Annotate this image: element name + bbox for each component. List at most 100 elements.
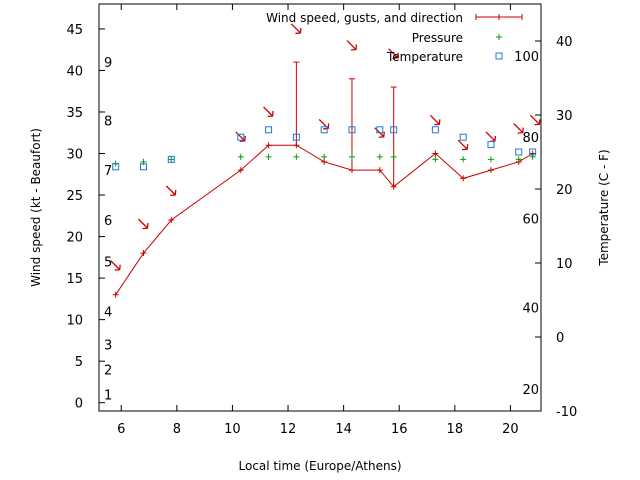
- fahrenheit-label: 80: [522, 131, 539, 146]
- fahrenheit-label: 40: [522, 301, 539, 316]
- legend-temperature-label: Temperature: [386, 50, 463, 64]
- legend-temperature-marker: [495, 52, 503, 60]
- y-tick-label: 5: [75, 355, 83, 370]
- wind-point: [265, 142, 272, 149]
- y2-tick-label: -10: [556, 405, 577, 420]
- pressure-point: [348, 153, 355, 160]
- wind-point: [376, 167, 383, 174]
- fahrenheit-label: 20: [522, 383, 539, 398]
- y-axis-label: Wind speed (kt - Beaufort): [29, 128, 43, 287]
- wind-direction-arrow: [346, 40, 358, 51]
- axes: 6 8 10 12 14 16 18 20051015202530354045-1001020…: [66, 4, 577, 437]
- pressure-point: [265, 153, 272, 160]
- pressure-point: [321, 153, 328, 160]
- legend-pressure-marker: [496, 34, 502, 40]
- y-tick-label: 45: [66, 23, 83, 38]
- y2-axis-label: Temperature (C - F): [597, 149, 611, 266]
- y-tick-label: 25: [66, 189, 83, 204]
- wind-point: [237, 167, 244, 174]
- pressure-point: [487, 156, 494, 163]
- beaufort-label: 8: [104, 114, 112, 129]
- wind-direction-arrow: [165, 185, 177, 197]
- beaufort-label: 7: [104, 164, 112, 179]
- y-tick-label: 35: [66, 106, 83, 121]
- temperature-point: [265, 126, 273, 134]
- wind-point: [432, 150, 439, 157]
- pressure-point: [515, 156, 522, 163]
- wind-direction-arrow: [263, 106, 274, 118]
- beaufort-label: 9: [104, 56, 112, 71]
- temperature-point: [139, 163, 147, 171]
- wind-direction-arrow: [529, 114, 541, 126]
- wind-point: [140, 250, 147, 257]
- pressure-point: [168, 156, 175, 163]
- x-tick-label: 16: [391, 422, 408, 437]
- wind-point: [487, 167, 494, 174]
- wind-direction-arrow: [513, 123, 524, 134]
- x-tick-label: 20: [502, 422, 519, 437]
- y2-tick-label: 0: [556, 331, 564, 346]
- x-axis-label: Local time (Europe/Athens): [239, 459, 402, 473]
- temperature-point: [431, 126, 439, 134]
- temperature-point: [376, 126, 384, 134]
- y2-tick-label: 30: [556, 109, 573, 124]
- wind-direction-arrow: [388, 48, 399, 59]
- temperature-point: [112, 163, 120, 171]
- pressure-point: [293, 153, 300, 160]
- pressure-point: [460, 156, 467, 163]
- temperature-point: [459, 133, 467, 141]
- wind-direction-arrow: [457, 139, 469, 151]
- wind-direction-arrow: [290, 23, 302, 35]
- x-tick-label: 18: [447, 422, 464, 437]
- y2-tick-label: 10: [556, 257, 573, 272]
- beaufort-label: 2: [104, 363, 112, 378]
- wind-direction-arrow: [110, 260, 121, 271]
- wind-direction-arrow: [485, 131, 497, 143]
- temperature-point: [292, 133, 300, 141]
- legend-wind-marker: [496, 14, 502, 20]
- y2-tick-label: 20: [556, 183, 573, 198]
- y-tick-label: 10: [66, 314, 83, 329]
- temperature-point: [515, 148, 523, 156]
- fahrenheit-label: 60: [522, 213, 539, 228]
- x-tick-label: 8: [173, 422, 181, 437]
- temperature-point: [237, 133, 245, 141]
- temperature-point: [529, 148, 537, 156]
- wind-speed-line: [115, 144, 533, 295]
- y-tick-label: 0: [75, 397, 83, 412]
- pressure-point: [376, 153, 383, 160]
- temperature-point: [320, 126, 328, 134]
- y-tick-label: 40: [66, 64, 83, 79]
- fahrenheit-label: 100: [514, 50, 539, 65]
- temperature-point: [348, 126, 356, 134]
- plot-frame: [98, 3, 542, 412]
- temperature-point: [487, 141, 495, 149]
- x-tick-label: 14: [335, 422, 352, 437]
- wind-point: [460, 175, 467, 182]
- temperature-point: [390, 126, 398, 134]
- legend: Wind speed, gusts, and direction Pressure…: [266, 11, 523, 64]
- x-tick-label: 6: [117, 422, 125, 437]
- wind-point: [112, 291, 119, 298]
- wind-direction-arrow: [374, 127, 385, 138]
- pressure-point: [237, 153, 244, 160]
- plot-area: [98, 3, 542, 412]
- y-tick-label: 20: [66, 231, 83, 246]
- pressure-point: [390, 153, 397, 160]
- beaufort-label: 6: [104, 214, 112, 229]
- beaufort-label: 4: [104, 305, 112, 320]
- legend-pressure-label: Pressure: [412, 31, 463, 45]
- y-tick-label: 30: [66, 148, 83, 163]
- series-layer: [110, 23, 541, 298]
- wind-direction-arrow: [429, 114, 441, 126]
- wind-point: [168, 216, 175, 223]
- x-tick-label: 12: [280, 422, 297, 437]
- temperature-point: [167, 155, 175, 163]
- y2-tick-label: 40: [556, 35, 573, 50]
- beaufort-label: 3: [104, 339, 112, 354]
- beaufort-label: 1: [104, 388, 112, 403]
- x-tick-label: 10: [224, 422, 241, 437]
- pressure-point: [432, 156, 439, 163]
- legend-wind-label: Wind speed, gusts, and direction: [266, 11, 463, 25]
